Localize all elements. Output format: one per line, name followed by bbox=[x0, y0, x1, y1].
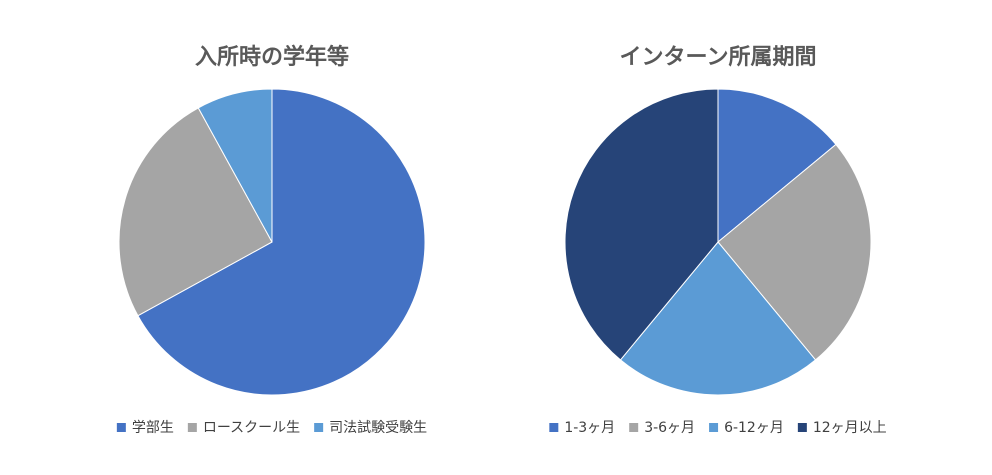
pie-slice bbox=[619, 241, 817, 396]
pie-slice bbox=[118, 107, 273, 317]
pie-slice bbox=[564, 88, 719, 361]
legend-swatch bbox=[629, 423, 639, 432]
pie-slice bbox=[717, 88, 837, 244]
pie-slice bbox=[197, 88, 273, 243]
pie-slice bbox=[137, 88, 426, 396]
legend-swatch bbox=[116, 423, 126, 432]
legend-label: 12ヶ月以上 bbox=[813, 420, 887, 436]
legend-label: ロースクール生 bbox=[203, 420, 300, 436]
legend-label: 学部生 bbox=[132, 420, 174, 436]
chart-title: 入所時の学年等 bbox=[195, 44, 349, 70]
pie-slice bbox=[717, 143, 872, 361]
legend-swatch bbox=[187, 423, 197, 432]
legend-label: 司法試験受験生 bbox=[329, 420, 427, 436]
legend-label: 6-12ヶ月 bbox=[724, 420, 784, 436]
legend-swatch bbox=[314, 423, 324, 432]
legend-label: 1-3ヶ月 bbox=[564, 420, 615, 436]
legend-swatch bbox=[549, 423, 559, 432]
chart-title: インターン所属期間 bbox=[620, 45, 817, 70]
legend-swatch bbox=[709, 423, 719, 432]
legend-swatch bbox=[797, 423, 807, 432]
legend-label: 3-6ヶ月 bbox=[644, 420, 695, 436]
